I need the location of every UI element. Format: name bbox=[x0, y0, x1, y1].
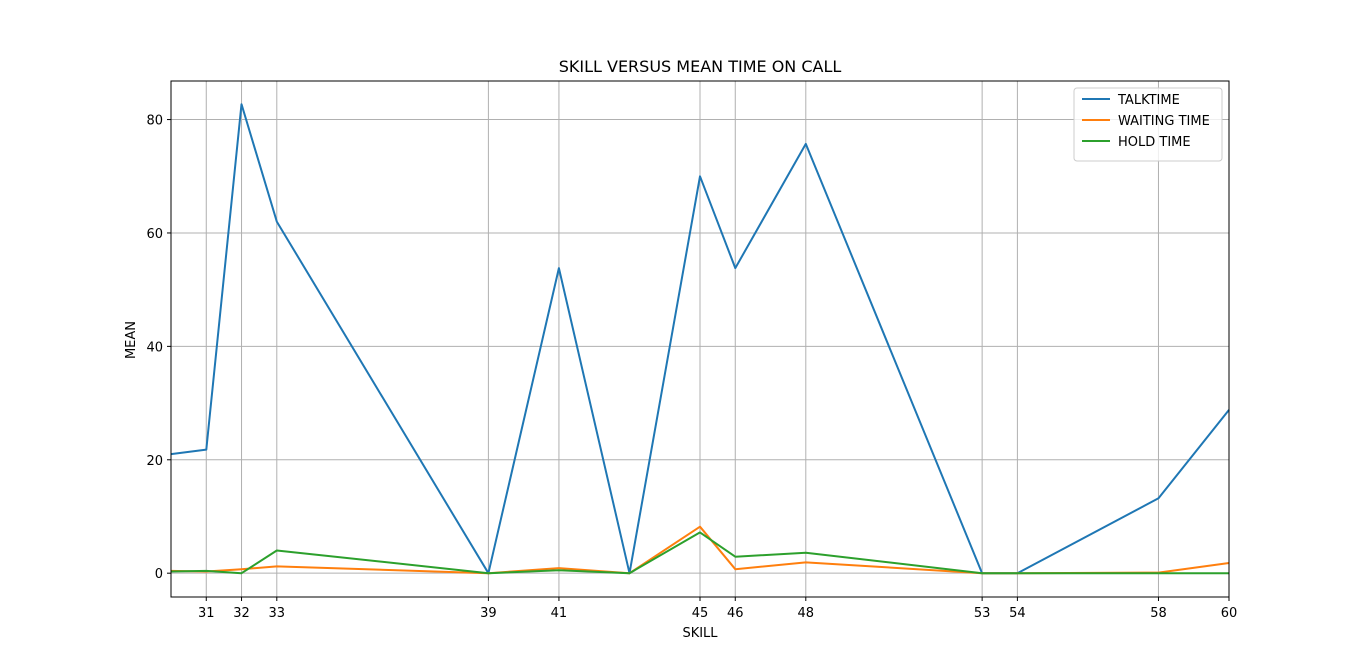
y-axis-ticks: 0 20 40 60 80 bbox=[146, 114, 171, 582]
legend-box bbox=[1073, 87, 1223, 162]
x-axis-label: SKILL bbox=[682, 626, 718, 641]
x-tick-label: 39 bbox=[480, 606, 497, 621]
x-tick-label: 33 bbox=[269, 606, 286, 621]
x-tick-label: 58 bbox=[1150, 606, 1167, 621]
y-axis-label: MEAN bbox=[124, 321, 139, 359]
legend-label-talktime: TALKTIME bbox=[1117, 93, 1180, 108]
x-tick-label: 31 bbox=[198, 606, 215, 621]
chart-title: SKILL VERSUS MEAN TIME ON CALL bbox=[559, 57, 842, 76]
x-tick-label: 48 bbox=[798, 606, 815, 621]
y-tick-label: 60 bbox=[146, 227, 163, 242]
x-tick-label: 32 bbox=[233, 606, 250, 621]
series-lines bbox=[170, 103, 1230, 575]
legend: TALKTIME WAITING TIME HOLD TIME bbox=[1073, 87, 1223, 162]
x-tick-label: 46 bbox=[727, 606, 744, 621]
x-tick-label: 53 bbox=[974, 606, 991, 621]
legend-label-hold-time: HOLD TIME bbox=[1118, 135, 1191, 150]
y-tick-label: 0 bbox=[155, 567, 163, 582]
x-tick-label: 54 bbox=[1009, 606, 1026, 621]
y-tick-label: 80 bbox=[146, 114, 163, 129]
y-tick-label: 40 bbox=[146, 340, 163, 355]
x-axis-ticks: 31 32 33 39 41 45 46 48 53 54 58 60 bbox=[198, 597, 1237, 621]
grid bbox=[171, 81, 1230, 597]
series-line-hold-time bbox=[170, 531, 1229, 575]
x-tick-label: 45 bbox=[692, 606, 709, 621]
x-tick-label: 60 bbox=[1221, 606, 1238, 621]
x-tick-label: 41 bbox=[551, 606, 568, 621]
legend-label-waiting-time: WAITING TIME bbox=[1118, 114, 1210, 129]
y-tick-label: 20 bbox=[146, 454, 163, 469]
